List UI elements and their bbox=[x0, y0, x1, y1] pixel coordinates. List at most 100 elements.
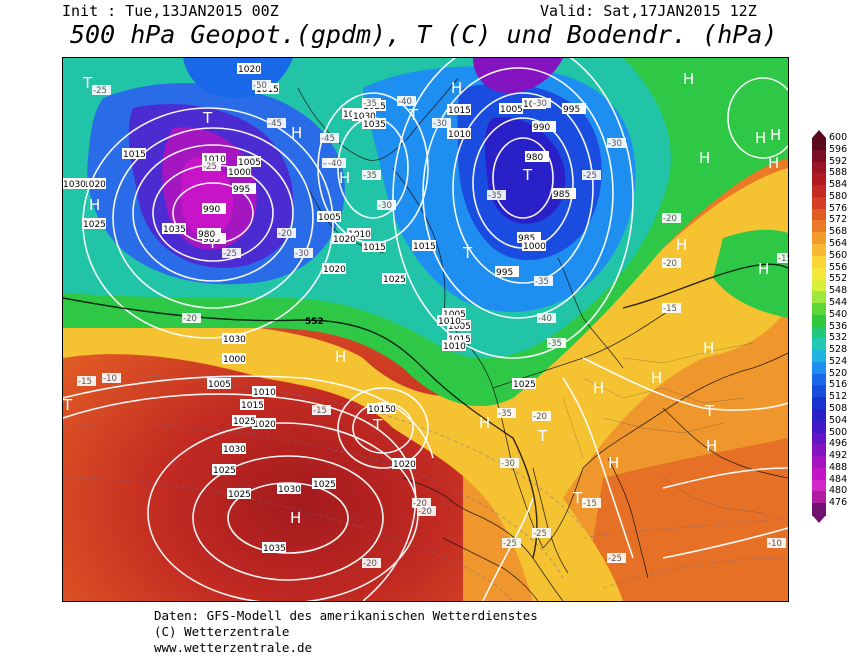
svg-text:985: 985 bbox=[553, 190, 570, 200]
legend-swatch bbox=[812, 208, 826, 221]
isotherm-label: -20 bbox=[412, 498, 431, 509]
isotherm-label: -20 bbox=[662, 213, 681, 224]
svg-text:-45: -45 bbox=[321, 134, 335, 144]
legend-swatch bbox=[812, 361, 826, 375]
isobar-label: 1015 bbox=[447, 104, 471, 116]
pressure-center-markers: H H H H H H H H H H H H H H H H H H H T … bbox=[63, 70, 781, 527]
isotherm-label: -40 bbox=[397, 96, 416, 107]
svg-text:-15: -15 bbox=[78, 377, 92, 387]
svg-text:-40: -40 bbox=[328, 159, 342, 169]
svg-text:985: 985 bbox=[518, 234, 535, 244]
isotherm-label: -15 bbox=[312, 405, 331, 416]
chart-title: 500 hPa Geopot.(gpdm), T (C) und Bodendr… bbox=[70, 20, 778, 49]
legend-swatch bbox=[812, 467, 826, 481]
svg-text:1025: 1025 bbox=[513, 380, 536, 390]
isobar-label: 1025 bbox=[382, 273, 406, 285]
isobar-label: 980 bbox=[525, 151, 549, 163]
svg-text:-50: -50 bbox=[253, 81, 267, 91]
legend-value: 532 bbox=[829, 332, 848, 344]
isotherm-label: -35 bbox=[362, 98, 381, 109]
svg-text:1005: 1005 bbox=[208, 380, 231, 390]
isotherm-label: -25 bbox=[202, 161, 221, 172]
isobar-label: 995 bbox=[495, 266, 519, 278]
high-marker: H bbox=[706, 437, 717, 455]
copyright: (C) Wetterzentrale bbox=[154, 624, 290, 639]
svg-text:990: 990 bbox=[533, 123, 550, 133]
high-marker: H bbox=[608, 454, 619, 472]
isotherm-label: -25 bbox=[502, 538, 521, 549]
legend-swatch bbox=[812, 503, 826, 516]
isobar-label: 1020 bbox=[237, 63, 261, 75]
isotherm-label: -25 bbox=[92, 85, 111, 96]
isotherm-label: -35 bbox=[362, 170, 381, 181]
low-marker: T bbox=[537, 427, 548, 445]
svg-text:-15: -15 bbox=[778, 254, 788, 264]
svg-text:1015: 1015 bbox=[123, 150, 146, 160]
low-marker: T bbox=[202, 109, 213, 127]
legend-swatch bbox=[812, 432, 826, 445]
high-marker: H bbox=[291, 124, 302, 142]
isotherm-label: -25 bbox=[222, 248, 241, 259]
isobar-label: 1010 bbox=[437, 315, 461, 327]
isobar-label: 1015 bbox=[412, 240, 436, 252]
svg-text:1000: 1000 bbox=[223, 355, 246, 365]
isotherm-label: -30 bbox=[532, 98, 551, 109]
isotherm-label: -15 bbox=[582, 498, 601, 509]
svg-text:995: 995 bbox=[233, 185, 250, 195]
legend-value: 476 bbox=[829, 497, 848, 509]
svg-text:-25: -25 bbox=[93, 86, 107, 96]
svg-text:1030: 1030 bbox=[223, 445, 246, 455]
legend-swatch bbox=[812, 385, 826, 398]
isobar-label: 1015 bbox=[367, 403, 391, 415]
legend-swatch bbox=[812, 232, 826, 245]
isotherm-label: -10 bbox=[102, 373, 121, 384]
isotherm-label: -50 bbox=[252, 80, 271, 91]
legend-value: 584 bbox=[829, 179, 848, 191]
isobar-label: 1010 bbox=[252, 386, 276, 398]
low-marker: T bbox=[63, 396, 73, 414]
legend-value: 600 bbox=[829, 132, 848, 143]
isobar-label: 995 bbox=[562, 103, 586, 115]
legend-value: 504 bbox=[829, 414, 848, 426]
high-marker: H bbox=[768, 154, 779, 172]
isobar-label: 990 bbox=[202, 203, 226, 215]
svg-text:1015: 1015 bbox=[241, 401, 264, 411]
legend-swatch bbox=[812, 161, 826, 174]
svg-text:1015: 1015 bbox=[368, 405, 391, 415]
website-link[interactable]: www.wetterzentrale.de bbox=[154, 640, 313, 655]
isobar-label: 995 bbox=[232, 183, 256, 195]
legend-value: 520 bbox=[829, 367, 848, 379]
valid-time: Valid: Sat,17JAN2015 12Z bbox=[540, 2, 757, 20]
svg-text:-25: -25 bbox=[503, 539, 517, 549]
legend-value: 524 bbox=[829, 355, 848, 367]
low-marker: T bbox=[408, 106, 419, 124]
svg-text:1025: 1025 bbox=[233, 417, 256, 427]
svg-text:1020: 1020 bbox=[238, 65, 261, 75]
isobar-label: 1010 bbox=[347, 228, 371, 240]
svg-text:985: 985 bbox=[203, 235, 220, 245]
legend-value: 536 bbox=[829, 320, 848, 332]
isotherm-label: -35 bbox=[547, 338, 566, 349]
svg-text:1035: 1035 bbox=[363, 120, 386, 130]
legend-swatch bbox=[812, 138, 826, 151]
isobar-label: 1020 bbox=[392, 458, 416, 470]
low-marker: T bbox=[82, 74, 93, 92]
svg-text:1025: 1025 bbox=[228, 490, 251, 500]
isobar-label: 1030 bbox=[63, 178, 86, 190]
isobar-label: 1025 bbox=[512, 378, 536, 390]
legend-bottom-arrow bbox=[812, 515, 826, 523]
legend-swatch bbox=[812, 479, 826, 492]
isobar-label: 1005 bbox=[317, 211, 341, 223]
isobar-label: 980 bbox=[197, 228, 221, 240]
low-marker: T bbox=[372, 416, 383, 434]
legend-value: 552 bbox=[829, 273, 848, 285]
legend-value: 564 bbox=[829, 238, 848, 250]
svg-text:-30: -30 bbox=[378, 201, 392, 211]
svg-text:-15: -15 bbox=[313, 406, 327, 416]
isotherm-label: -30 bbox=[432, 118, 451, 129]
isobar-label: 1035 bbox=[262, 542, 286, 554]
isotherm-label: -15 bbox=[777, 253, 788, 264]
svg-text:-20: -20 bbox=[413, 499, 427, 509]
svg-text:1010: 1010 bbox=[443, 342, 466, 352]
svg-text:-20: -20 bbox=[663, 259, 677, 269]
